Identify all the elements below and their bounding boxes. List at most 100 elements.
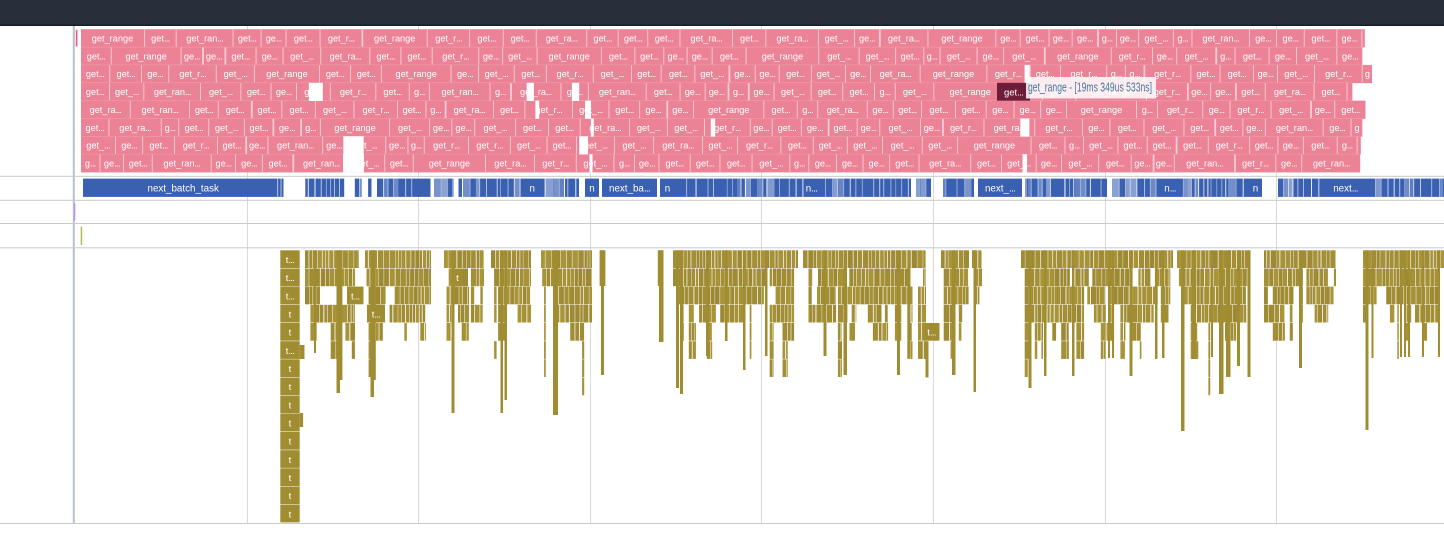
svg-text:get...: get...	[511, 34, 529, 44]
svg-text:get...: get...	[1123, 141, 1141, 151]
svg-text:get_range: get_range	[429, 159, 470, 169]
svg-text:ge...: ge...	[1342, 34, 1358, 44]
svg-text:get...: get...	[226, 105, 244, 115]
svg-text:get...: get...	[929, 105, 947, 115]
svg-text:get_...: get_...	[601, 69, 625, 79]
svg-text:get...: get...	[654, 87, 672, 97]
svg-text:get...: get...	[86, 123, 104, 133]
svg-text:get_r...: get_r...	[557, 69, 584, 79]
svg-text:get_ra...: get_ra...	[330, 51, 362, 61]
svg-text:get...: get...	[1255, 141, 1273, 151]
svg-text:get...: get...	[771, 105, 789, 115]
svg-text:ge...: ge...	[639, 159, 655, 169]
svg-text:ge...: ge...	[455, 123, 471, 133]
svg-text:t: t	[289, 310, 292, 321]
svg-text:get_...: get_...	[398, 123, 422, 133]
svg-text:t...: t...	[286, 346, 295, 357]
svg-text:t...: t...	[351, 291, 360, 302]
svg-text:get_range - [19ms 349us 533ns]: get_range - [19ms 349us 533ns]	[1028, 80, 1152, 95]
svg-text:get...: get...	[149, 141, 167, 151]
svg-text:ge...: ge...	[859, 34, 875, 44]
svg-text:get_...: get_...	[1089, 141, 1113, 151]
svg-text:g...: g...	[733, 87, 744, 97]
svg-text:g...: g...	[1177, 34, 1188, 44]
svg-text:get_range: get_range	[396, 69, 437, 79]
svg-text:get...: get...	[1039, 141, 1057, 151]
svg-text:get_range: get_range	[126, 51, 167, 61]
svg-text:t...: t...	[286, 291, 295, 302]
svg-text:get_...: get_...	[903, 87, 927, 97]
svg-text:get_...: get_...	[759, 159, 783, 169]
svg-text:get...: get...	[294, 34, 312, 44]
svg-text:get_r...: get_r...	[1237, 105, 1264, 115]
svg-text:ge...: ge...	[1215, 87, 1231, 97]
svg-text:get_range: get_range	[334, 123, 375, 133]
svg-text:ge...: ge...	[1088, 123, 1104, 133]
svg-text:get_...: get_...	[817, 69, 841, 79]
svg-text:get...: get...	[290, 105, 308, 115]
svg-text:get_...: get_...	[354, 141, 378, 151]
svg-text:ge...: ge...	[1315, 105, 1331, 115]
svg-text:get_...: get_...	[674, 123, 698, 133]
svg-text:get...: get...	[258, 105, 276, 115]
svg-text:get_...: get_...	[928, 141, 952, 151]
svg-text:ge...: ge...	[1246, 123, 1262, 133]
svg-text:ge...: ge...	[1281, 159, 1297, 169]
svg-text:get...: get...	[669, 69, 687, 79]
svg-text:get_...: get_...	[215, 123, 239, 133]
svg-text:get...: get...	[477, 34, 495, 44]
svg-text:ge...: ge...	[983, 51, 999, 61]
svg-text:next_batch_task: next_batch_task	[148, 183, 219, 194]
svg-text:get...: get...	[624, 34, 642, 44]
svg-text:get_...: get_...	[1012, 51, 1036, 61]
svg-text:get_range: get_range	[762, 51, 803, 61]
svg-text:get...: get...	[696, 159, 714, 169]
svg-text:t: t	[289, 419, 292, 430]
svg-text:get_...: get_...	[483, 123, 507, 133]
svg-text:get...: get...	[223, 141, 241, 151]
svg-text:get...: get...	[786, 69, 804, 79]
svg-text:ge...: ge...	[1053, 34, 1069, 44]
svg-text:get_ra...: get_ra...	[690, 34, 722, 44]
svg-text:get...: get...	[1026, 34, 1044, 44]
svg-text:get_...: get_...	[819, 141, 843, 151]
svg-text:get_range: get_range	[708, 105, 749, 115]
svg-text:g...: g...	[414, 87, 425, 97]
svg-text:g...: g...	[411, 141, 422, 151]
svg-text:ge...: ge...	[753, 87, 769, 97]
svg-text:get...: get...	[407, 51, 425, 61]
svg-text:get_ran...: get_ran...	[163, 159, 200, 169]
svg-text:get_r...: get_r...	[1154, 87, 1181, 97]
svg-text:get_ran...: get_ran...	[1276, 123, 1313, 133]
svg-text:get_range: get_range	[374, 34, 415, 44]
svg-text:get...: get...	[1190, 123, 1208, 133]
svg-text:get...: get...	[665, 159, 683, 169]
svg-text:get...: get...	[87, 51, 105, 61]
svg-text:g...: g...	[1069, 141, 1080, 151]
svg-text:get_r...: get_r...	[1045, 123, 1072, 133]
svg-text:get...: get...	[269, 159, 287, 169]
svg-text:ge...: ge...	[645, 105, 661, 115]
svg-text:get...: get...	[901, 51, 919, 61]
svg-text:ge...: ge...	[869, 159, 885, 169]
svg-text:get_r...: get_r...	[995, 69, 1022, 79]
svg-text:ge...: ge...	[1283, 34, 1299, 44]
svg-text:get...: get...	[788, 141, 806, 151]
svg-text:get...: get...	[250, 123, 268, 133]
svg-text:get_range: get_range	[941, 34, 982, 44]
svg-text:g...: g...	[305, 123, 316, 133]
svg-text:g...: g...	[1220, 51, 1231, 61]
svg-text:get_ra...: get_ra...	[546, 34, 578, 44]
svg-text:get_ra...: get_ra...	[494, 159, 526, 169]
svg-text:ge...: ge...	[483, 51, 499, 61]
svg-text:t...: t...	[927, 328, 936, 339]
svg-text:get...: get...	[1196, 69, 1214, 79]
svg-text:g...: g...	[1111, 69, 1122, 79]
svg-text:get_ra...: get_ra...	[119, 123, 151, 133]
svg-text:ge...: ge...	[1209, 105, 1225, 115]
svg-text:g...: g...	[85, 159, 96, 169]
svg-text:get...: get...	[151, 34, 169, 44]
svg-text:get_ra...: get_ra...	[1274, 87, 1306, 97]
svg-text:get_ra...: get_ra...	[880, 69, 912, 79]
svg-text:ge...: ge...	[1156, 159, 1172, 169]
